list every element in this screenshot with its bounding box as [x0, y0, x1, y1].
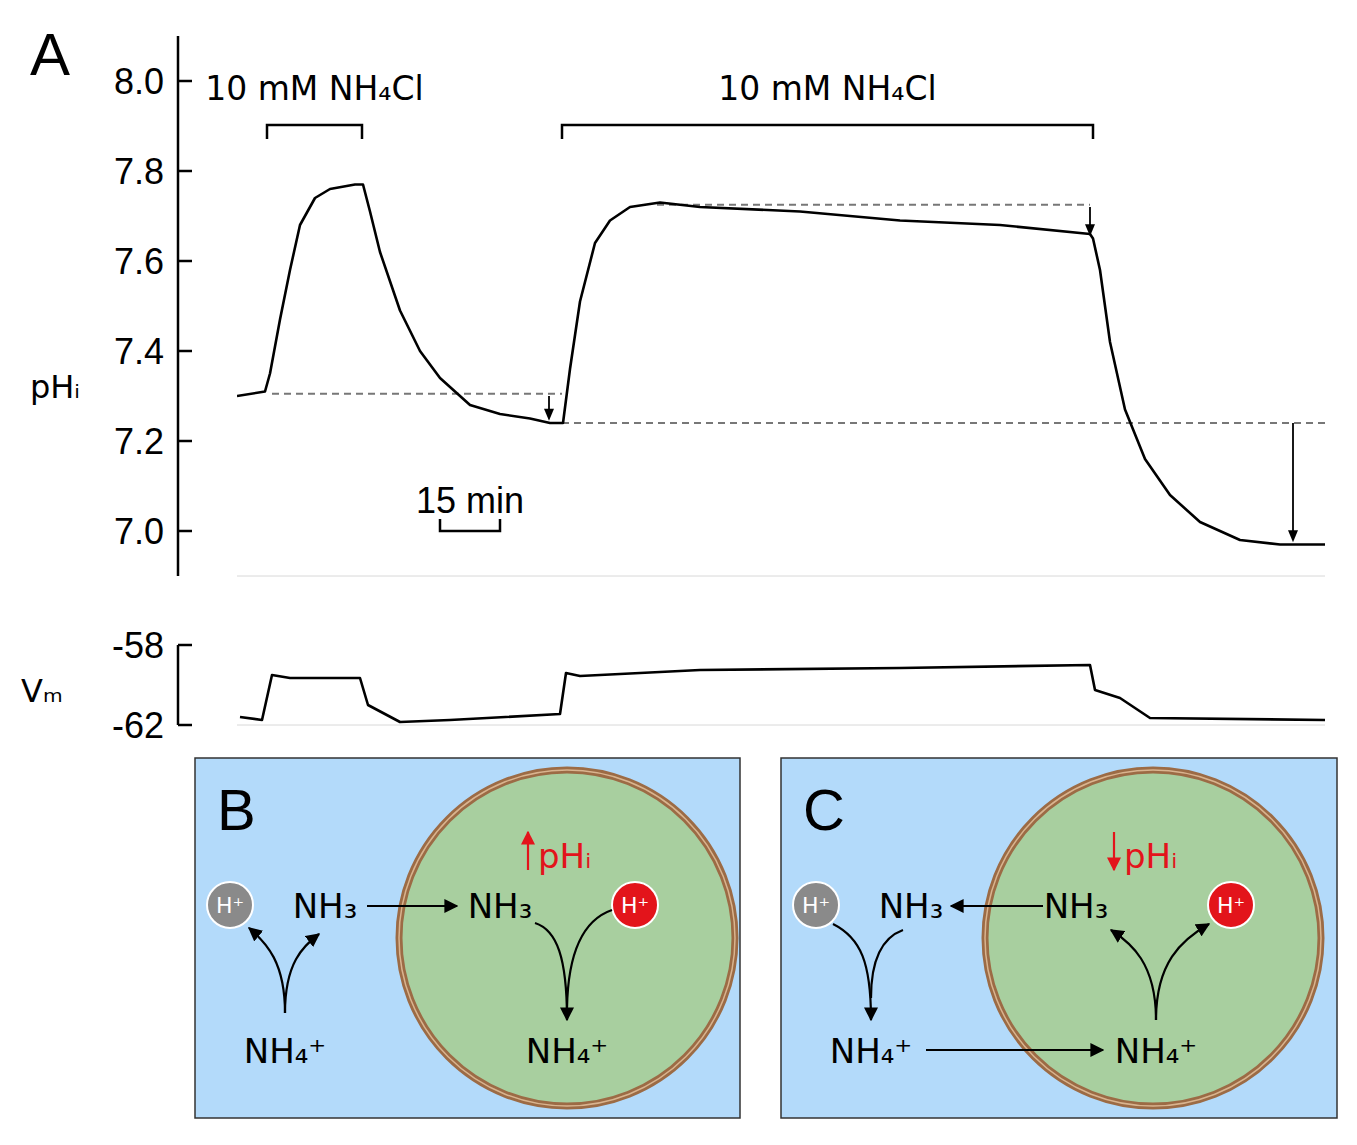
panel-label: A: [30, 21, 70, 88]
treatment-bracket: [267, 125, 362, 139]
annotation-arrow: [1288, 423, 1298, 542]
panel-label: C: [803, 777, 845, 842]
species-label: NH₄⁺: [1115, 1031, 1198, 1071]
reaction-arrow: [1111, 930, 1156, 1020]
y-tick: [178, 350, 192, 353]
y-tick: [178, 170, 192, 173]
y-tick: [178, 260, 192, 263]
proton-label: H⁺: [1217, 893, 1245, 918]
x-range-line: [237, 576, 1325, 577]
plot-area: [237, 185, 1325, 545]
reference-line: [657, 204, 1090, 206]
scale-bar-label: 15 min: [416, 480, 524, 521]
species-label: NH₄⁺: [244, 1031, 327, 1071]
annotation-arrow: [1085, 207, 1095, 236]
y-tick-label: 7.4: [114, 331, 164, 372]
y-tick: [178, 80, 192, 83]
cell: [399, 770, 735, 1106]
reference-line: [562, 422, 1325, 424]
y-tick-label: 7.0: [114, 511, 164, 552]
cell-membrane: [985, 770, 1321, 1106]
reaction-arrow: [833, 924, 871, 1020]
species-label: NH₃: [879, 886, 944, 926]
reaction-arrow: [871, 930, 903, 998]
reference-line: [272, 393, 562, 395]
arrow-shaft: [1089, 207, 1091, 226]
y-tick-label: 7.2: [114, 421, 164, 462]
y-tick: [178, 724, 192, 727]
arrow-shaft: [1292, 423, 1294, 532]
diagram-box: [195, 758, 740, 1118]
arrow-head: [1288, 530, 1298, 542]
annotation-arrow: [544, 396, 554, 421]
reaction-arrow: [1156, 924, 1209, 1020]
species-label: NH₃: [1044, 886, 1109, 926]
x-range-line: [237, 725, 1325, 726]
reaction-arrow: [1113, 832, 1115, 870]
diagram-1: CpHᵢ H⁺ NH₃ NH₄⁺ NH₃ H⁺ NH₄⁺: [781, 758, 1337, 1118]
reaction-arrow: [527, 832, 529, 870]
reaction-arrow: [535, 923, 567, 1020]
arrow-head: [1085, 224, 1095, 236]
diagram-box: [781, 758, 1337, 1118]
treatment-bracket: [562, 125, 1093, 139]
figure: A 7.0 7.2 7.4 7.6 7.8 8.0 pHᵢ 10 mM NH₄Cl 10 mM N…: [0, 0, 1357, 1145]
y-tick-label: -62: [112, 705, 164, 746]
proton-label: H⁺: [802, 893, 830, 918]
proton-circle: [1208, 882, 1254, 928]
y-tick-label: -58: [112, 625, 164, 666]
ph-indicator: pHᵢ: [1124, 836, 1177, 876]
trace: [240, 665, 1325, 722]
reaction-arrow: [249, 928, 285, 1013]
y-tick-label: 7.6: [114, 241, 164, 282]
reaction-arrow: [926, 1049, 1103, 1051]
panel-label: B: [217, 777, 256, 842]
proton-circle: [793, 882, 839, 928]
reaction-arrow: [567, 910, 612, 1008]
y-tick: [178, 530, 192, 533]
species-label: NH₃: [293, 886, 358, 926]
proton-circle: [207, 882, 253, 928]
y-tick: [178, 644, 192, 647]
cell: [985, 770, 1321, 1106]
species-label: NH₄⁺: [526, 1031, 609, 1071]
plot-area: [240, 665, 1325, 722]
treatment-label: 10 mM NH₄Cl: [718, 69, 937, 108]
y-tick-label: 7.8: [114, 151, 164, 192]
ph-indicator: pHᵢ: [538, 836, 591, 876]
diagram-0: BpHᵢ H⁺ NH₃ NH₄⁺ NH₃ H⁺ NH₄⁺: [195, 758, 740, 1118]
trace: [237, 185, 1325, 545]
reaction-arrow: [951, 905, 1043, 907]
y-axis-line: [177, 36, 180, 576]
species-label: NH₃: [468, 886, 533, 926]
reaction-arrow: [367, 905, 457, 907]
proton-label: H⁺: [621, 893, 649, 918]
proton-label: H⁺: [216, 893, 244, 918]
arrow-shaft: [548, 396, 550, 411]
species-label: NH₄⁺: [830, 1031, 913, 1071]
proton-circle: [612, 882, 658, 928]
reaction-arrow: [285, 934, 319, 1013]
y-tick-label: 8.0: [114, 61, 164, 102]
treatment-label: 10 mM NH₄Cl: [205, 69, 424, 108]
panel-chart-1: -58 -62 Vₘ: [21, 625, 1325, 746]
panel-chart-0: A 7.0 7.2 7.4 7.6 7.8 8.0 pHᵢ 10 mM NH₄Cl 10 mM N…: [30, 21, 1325, 576]
cell-membrane: [399, 770, 735, 1106]
y-axis-line: [177, 645, 180, 725]
arrow-head: [544, 409, 554, 421]
y-axis-title: Vₘ: [21, 672, 63, 710]
y-axis-title: pHᵢ: [30, 368, 80, 406]
y-tick: [178, 440, 192, 443]
